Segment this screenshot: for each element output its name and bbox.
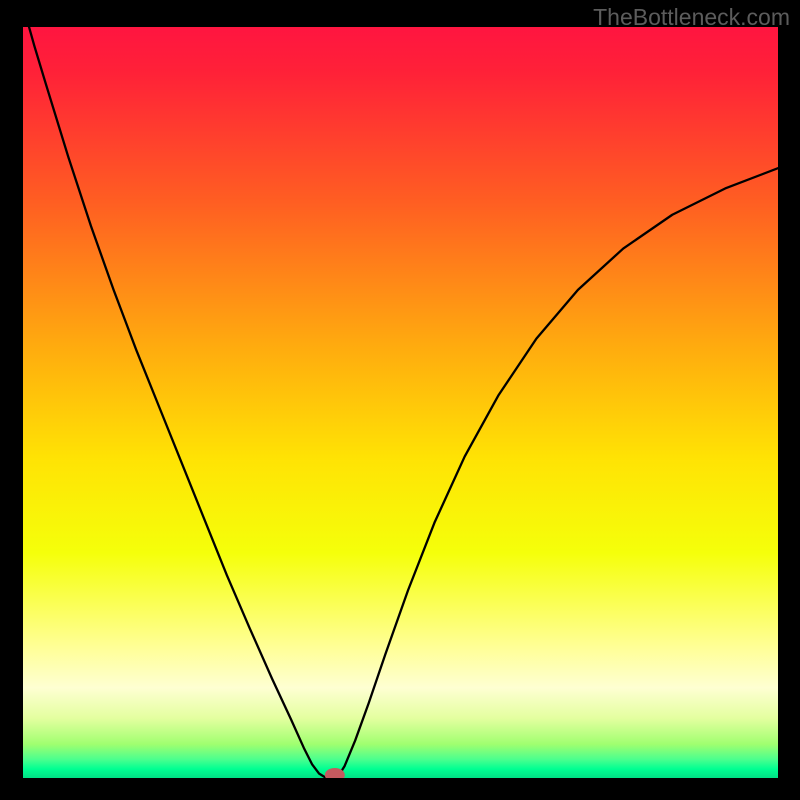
watermark-text: TheBottleneck.com xyxy=(593,4,790,31)
curve-right-branch xyxy=(335,168,778,778)
curve-left-branch xyxy=(29,27,335,778)
curve-layer xyxy=(23,27,778,778)
